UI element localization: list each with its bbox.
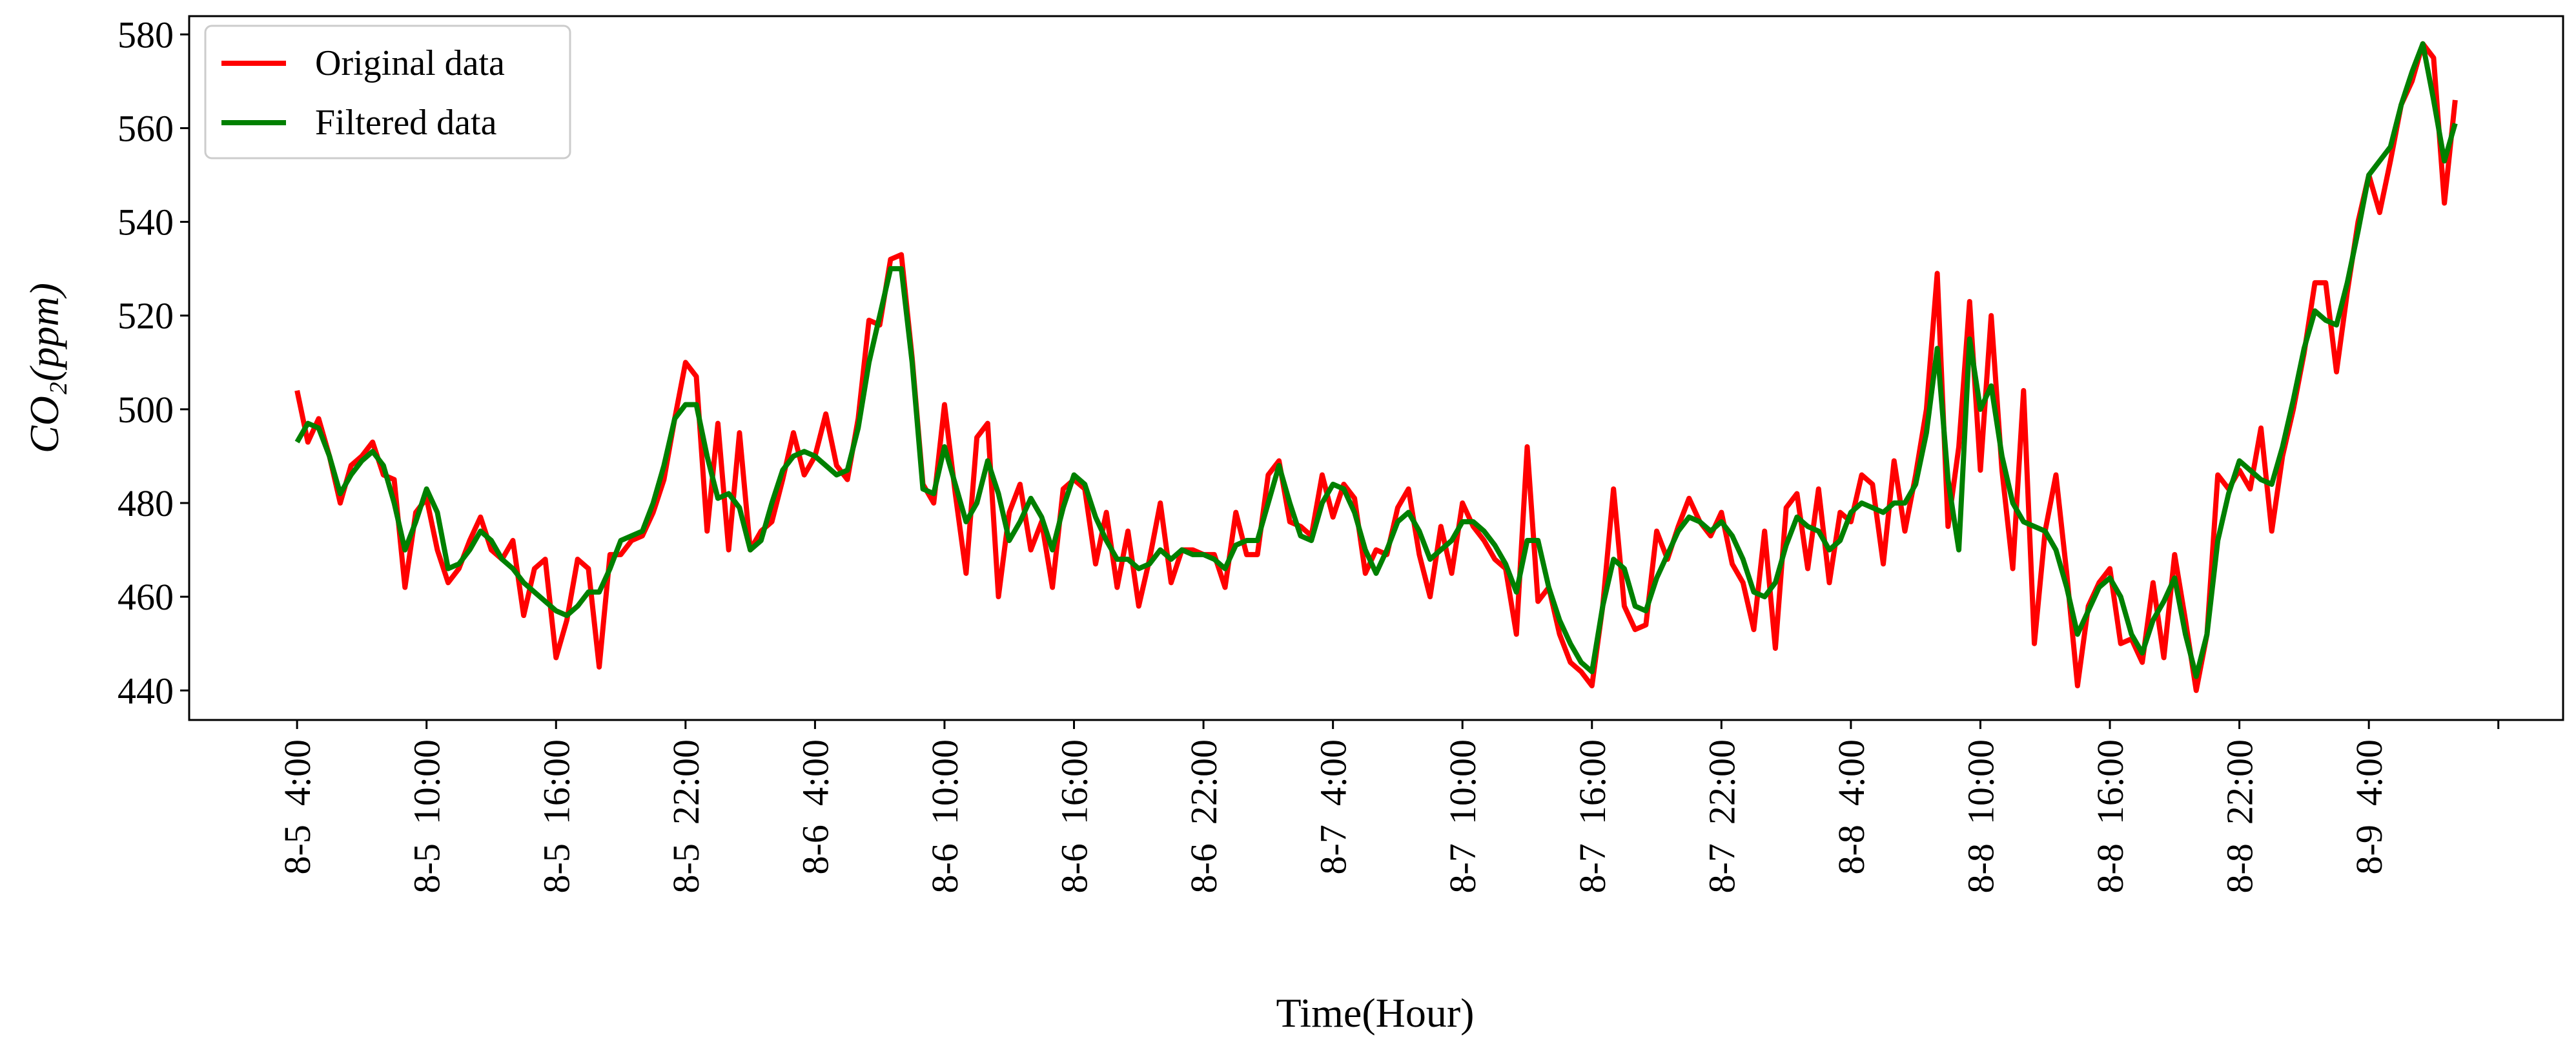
x-tick-label: 8-6 16:00 bbox=[1054, 739, 1096, 893]
x-axis-label: Time(Hour) bbox=[1276, 990, 1475, 1036]
x-tick-label: 8-8 4:00 bbox=[1830, 739, 1872, 874]
x-tick-label: 8-5 22:00 bbox=[665, 739, 707, 893]
x-tick-label: 8-7 22:00 bbox=[1701, 739, 1743, 893]
y-tick-label: 460 bbox=[118, 576, 174, 618]
y-tick-label: 580 bbox=[118, 14, 174, 56]
x-tick-label: 8-7 16:00 bbox=[1571, 739, 1613, 893]
y-tick-label: 520 bbox=[118, 295, 174, 337]
y-tick-label: 500 bbox=[118, 389, 174, 431]
legend: Original data Filtered data bbox=[204, 25, 571, 159]
y-tick-label: 440 bbox=[118, 670, 174, 712]
x-tick-label: 8-6 10:00 bbox=[924, 739, 966, 893]
x-tick-label: 8-6 22:00 bbox=[1183, 739, 1225, 893]
legend-box bbox=[204, 25, 571, 159]
x-tick-label: 8-8 10:00 bbox=[1959, 739, 2001, 893]
legend-label: Original data bbox=[315, 43, 505, 83]
data-line bbox=[294, 41, 2458, 679]
x-tick-label: 8-9 4:00 bbox=[2348, 739, 2390, 874]
x-tick-label: 8-6 4:00 bbox=[794, 739, 836, 874]
x-tick-label: 8-5 10:00 bbox=[406, 739, 448, 893]
legend-label: Filtered data bbox=[315, 103, 497, 143]
x-tick-label: 8-8 22:00 bbox=[2219, 739, 2261, 893]
x-tick-label: 8-5 16:00 bbox=[535, 739, 577, 893]
y-tick-label: 480 bbox=[118, 482, 174, 524]
x-tick-label: 8-8 16:00 bbox=[2089, 739, 2131, 893]
y-axis-label: CO₂(ppm) bbox=[21, 283, 67, 453]
x-tick-label: 8-7 10:00 bbox=[1442, 739, 1484, 893]
y-tick-label: 540 bbox=[118, 201, 174, 243]
x-tick-label: 8-5 4:00 bbox=[276, 739, 318, 874]
x-tick-label: 8-7 4:00 bbox=[1313, 739, 1354, 874]
y-tick-label: 560 bbox=[118, 107, 174, 149]
plot-frame bbox=[188, 15, 2564, 721]
data-line bbox=[294, 41, 2458, 694]
